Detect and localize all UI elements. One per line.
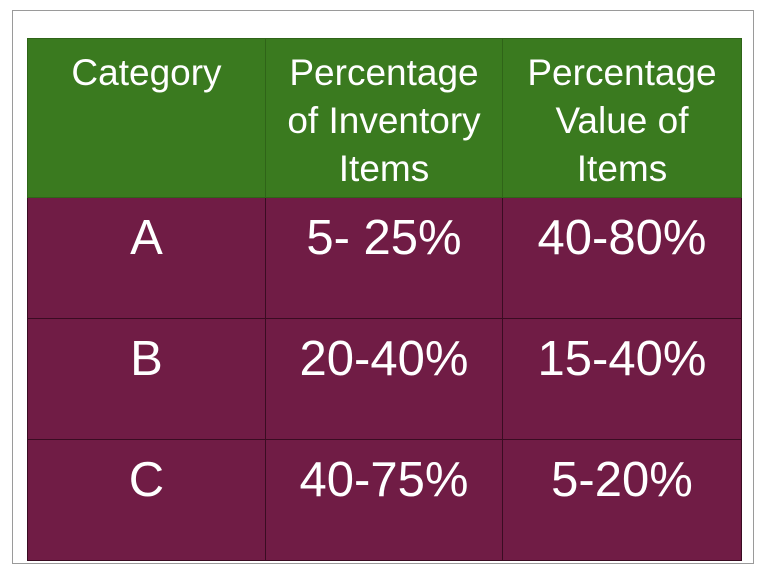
- cell-category: B: [27, 318, 266, 440]
- cell-percentage-of-items: 5- 25%: [265, 197, 503, 319]
- table-row: A 5- 25% 40-80%: [27, 197, 742, 319]
- cell-percentage-of-items: 40-75%: [265, 439, 503, 561]
- abc-classification-table: Category Percentage of Inventory Items P…: [27, 38, 742, 561]
- cell-percentage-of-items: 20-40%: [265, 318, 503, 440]
- cell-percentage-value: 40-80%: [502, 197, 742, 319]
- cell-category: C: [27, 439, 266, 561]
- header-row: Category Percentage of Inventory Items P…: [27, 38, 742, 198]
- header-category: Category: [27, 38, 266, 198]
- header-percentage-value: Percentage Value of Items: [502, 38, 742, 198]
- table-row: B 20-40% 15-40%: [27, 318, 742, 440]
- cell-percentage-value: 15-40%: [502, 318, 742, 440]
- table-row: C 40-75% 5-20%: [27, 439, 742, 561]
- cell-percentage-value: 5-20%: [502, 439, 742, 561]
- header-percentage-of-items: Percentage of Inventory Items: [265, 38, 503, 198]
- cell-category: A: [27, 197, 266, 319]
